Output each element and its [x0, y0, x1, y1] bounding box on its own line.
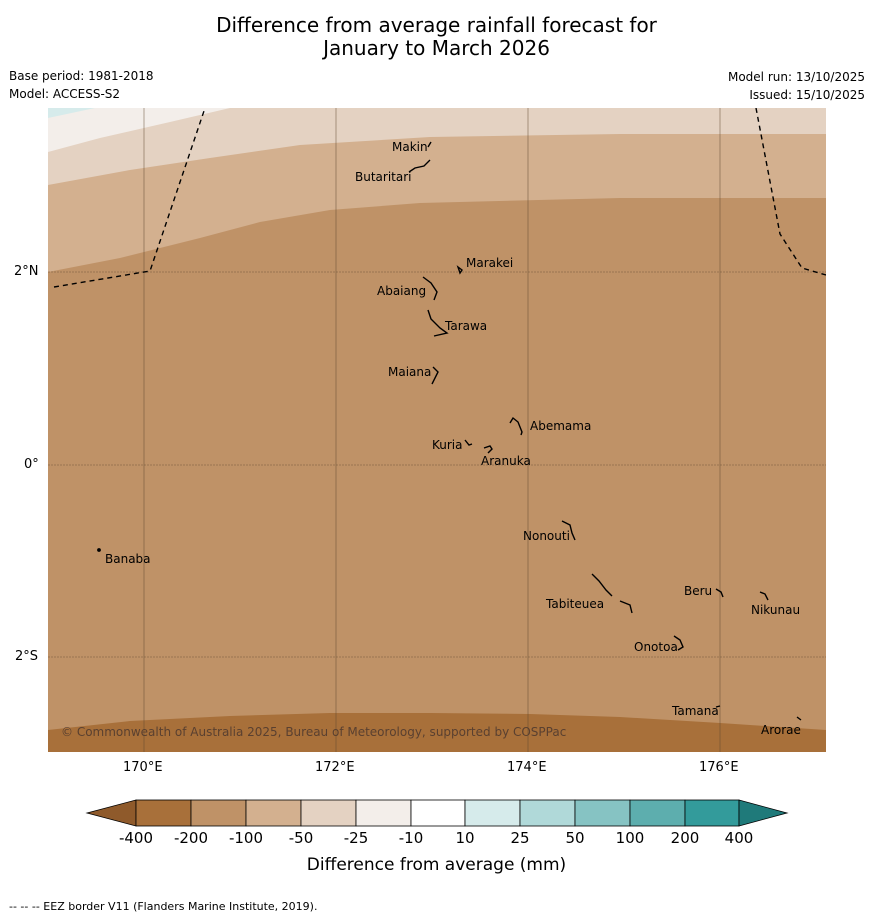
label-nikunau: Nikunau [751, 603, 800, 617]
banaba-island [97, 548, 101, 552]
label-abemama: Abemama [530, 419, 591, 433]
eez-footnote: -- -- -- EEZ border V11 (Flanders Marine… [9, 900, 318, 913]
marakei-island [456, 265, 463, 275]
label-butaritari: Butaritari [355, 170, 412, 184]
label-marakei: Marakei [466, 256, 513, 270]
colorbar-segment-1 [135, 799, 192, 827]
colorbar-segment-6 [410, 799, 466, 827]
arorae-island [796, 716, 802, 721]
label-abaiang: Abaiang [377, 284, 426, 298]
shade-band-plus-10 [48, 108, 95, 118]
nikunau-island [759, 591, 769, 601]
lon-tick-172e: 172°E [315, 760, 355, 775]
label-tarawa: Tarawa [444, 319, 487, 333]
copyright-text: © Commonwealth of Australia 2025, Bureau… [61, 725, 566, 739]
label-nonouti: Nonouti [523, 529, 570, 543]
abaiang-island [422, 276, 438, 301]
lat-tick-0: 0° [24, 457, 39, 472]
label-tamana: Tamana [671, 704, 719, 718]
colorbar [85, 799, 789, 827]
tarawa-island [427, 309, 449, 337]
colorbar-tick: -10 [398, 829, 424, 847]
colorbar-tick: 400 [724, 829, 754, 847]
colorbar-segment-7 [464, 799, 521, 827]
colorbar-segment-4 [300, 799, 357, 827]
lon-tick-176e: 176°E [699, 760, 739, 775]
island-outlines [97, 141, 802, 721]
butaritari-island [408, 159, 431, 173]
nonouti-island [561, 520, 576, 541]
label-maiana: Maiana [388, 365, 431, 379]
map-title-line-1: Difference from average rainfall forecas… [216, 13, 657, 37]
colorbar-segment-3 [245, 799, 302, 827]
colorbar-tick: 50 [565, 829, 585, 847]
label-arorae: Arorae [761, 723, 801, 737]
lon-tick-170e: 170°E [123, 760, 163, 775]
abemama-island [509, 416, 523, 436]
colorbar-under-arrow [85, 799, 137, 827]
label-aranuka: Aranuka [481, 454, 531, 468]
makin-island [427, 141, 432, 148]
colorbar-tick: 25 [510, 829, 530, 847]
label-onotoa: Onotoa [634, 640, 678, 654]
place-labels: Makin Butaritari Marakei Abaiang Tarawa … [61, 140, 801, 739]
model-run-text: Model run: 13/10/2025 [727, 70, 865, 84]
lon-tick-174e: 174°E [507, 760, 547, 775]
shade-band-minus-25 [48, 108, 230, 152]
eez-border [53, 108, 826, 288]
shade-band-minus-50 [48, 108, 826, 185]
shade-band-minus-400 [48, 713, 826, 752]
label-kuria: Kuria [432, 438, 463, 452]
label-beru: Beru [684, 584, 712, 598]
colorbar-tick: 100 [615, 829, 645, 847]
colorbar-tick: 10 [455, 829, 475, 847]
onotoa-island [673, 635, 684, 651]
colorbar-segment-10 [629, 799, 686, 827]
colorbar-segment-8 [519, 799, 576, 827]
label-tabiteuea: Tabiteuea [545, 597, 604, 611]
label-makin: Makin [392, 140, 428, 154]
colorbar-tick: -50 [288, 829, 314, 847]
colorbar-label: Difference from average (mm) [306, 855, 567, 875]
lat-tick-2s: 2°S [15, 649, 39, 664]
map-frame: Makin Butaritari Marakei Abaiang Tarawa … [48, 108, 826, 752]
graticule [48, 108, 826, 752]
tabiteuea-island-north [591, 573, 613, 597]
colorbar-tick: 200 [670, 829, 700, 847]
tamana-island [715, 705, 721, 708]
colorbar-tick: -400 [118, 829, 154, 847]
colorbar-segment-5 [355, 799, 412, 827]
colorbar-tick: -25 [343, 829, 369, 847]
maiana-island [431, 366, 439, 385]
colorbar-segment-2 [190, 799, 247, 827]
issued-text: Issued: 15/10/2025 [749, 88, 865, 102]
map-title-line-2: January to March 2026 [323, 36, 550, 60]
lat-tick-2n: 2°N [14, 264, 39, 279]
base-period-text: Base period: 1981-2018 [9, 69, 154, 83]
colorbar-over-arrow [738, 799, 789, 827]
aranuka-island [483, 445, 493, 454]
kuria-island [464, 439, 473, 446]
colorbar-segment-11 [684, 799, 740, 827]
colorbar-tick: -200 [173, 829, 209, 847]
model-text: Model: ACCESS-S2 [9, 87, 121, 101]
tabiteuea-island-south [619, 600, 633, 614]
colorbar-segment-9 [574, 799, 631, 827]
beru-island [715, 588, 724, 598]
colorbar-tick: -100 [228, 829, 264, 847]
label-banaba: Banaba [105, 552, 151, 566]
